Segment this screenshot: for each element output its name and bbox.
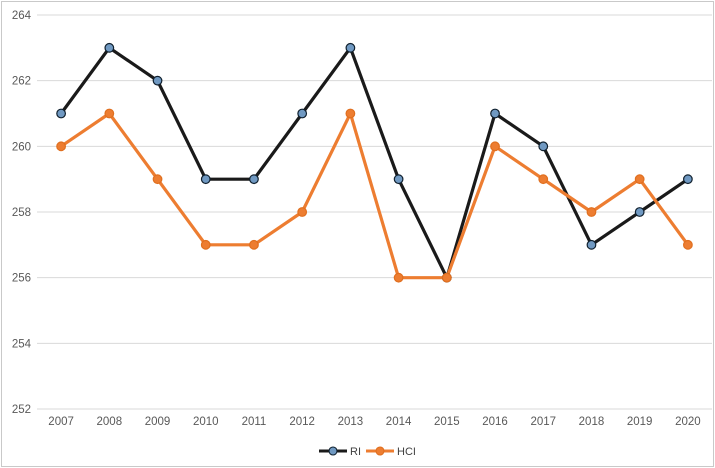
- x-axis-tick-label: 2016: [482, 416, 508, 428]
- legend-label: RI: [350, 446, 361, 458]
- data-point-ri: [586, 239, 597, 250]
- y-axis-tick-label: 252: [12, 404, 31, 416]
- y-axis-tick-label: 260: [12, 141, 31, 153]
- x-axis-tick-label: 2015: [434, 416, 460, 428]
- x-axis-tick-label: 2012: [289, 416, 315, 428]
- series-line-hci: [59, 111, 690, 280]
- legend-label: HCI: [397, 446, 416, 458]
- x-axis-tick-label: 2014: [386, 416, 412, 428]
- x-axis-tick-label: 2017: [530, 416, 556, 428]
- data-point-ri: [682, 174, 693, 185]
- data-point-hci: [297, 207, 308, 217]
- data-point-hci: [490, 141, 500, 152]
- data-point-ri: [56, 108, 67, 119]
- y-axis-tick-label: 256: [12, 273, 31, 285]
- data-point-ri: [297, 108, 308, 119]
- data-point-hci: [56, 141, 67, 152]
- x-axis-tick-label: 2011: [242, 416, 267, 428]
- data-point-ri: [104, 42, 115, 53]
- x-axis-tick-label: 2008: [97, 416, 123, 428]
- data-point-hci: [200, 239, 211, 250]
- legend-item-ri: RI: [319, 446, 361, 458]
- data-point-ri: [393, 174, 404, 185]
- data-point-ri: [152, 75, 163, 86]
- data-point-ri: [538, 141, 549, 152]
- x-axis-tick-label: 2018: [579, 416, 605, 428]
- data-point-hci: [634, 174, 645, 185]
- data-point-ri: [490, 108, 500, 119]
- x-axis-tick-label: 2007: [48, 416, 74, 428]
- legend-marker-swatch: [375, 446, 385, 456]
- x-axis-tick-label: 2013: [338, 416, 364, 428]
- x-axis-tick-label: 2009: [145, 416, 171, 428]
- y-axis-tick-label: 264: [12, 10, 32, 22]
- data-point-hci: [682, 239, 693, 250]
- x-axis-tick-label: 2019: [627, 416, 653, 428]
- x-axis-tick-label: 2010: [193, 416, 219, 428]
- series-line-ri: [59, 46, 690, 280]
- legend-marker-swatch: [328, 446, 338, 456]
- data-point-hci: [152, 174, 163, 185]
- data-point-hci: [104, 108, 115, 119]
- x-axis-tick-label: 2020: [675, 416, 701, 428]
- data-point-hci: [441, 272, 452, 283]
- y-axis-tick-label: 262: [12, 76, 31, 88]
- data-point-hci: [393, 272, 404, 283]
- data-point-hci: [586, 207, 597, 217]
- data-point-ri: [345, 42, 356, 53]
- y-axis-tick-label: 254: [12, 338, 32, 350]
- data-point-ri: [249, 174, 259, 185]
- data-point-ri: [634, 207, 645, 217]
- y-axis-tick-label: 258: [12, 207, 31, 219]
- legend-item-hci: HCI: [366, 446, 416, 458]
- data-point-ri: [200, 174, 211, 185]
- data-point-hci: [345, 108, 356, 119]
- data-point-hci: [538, 174, 549, 185]
- data-point-hci: [249, 239, 259, 250]
